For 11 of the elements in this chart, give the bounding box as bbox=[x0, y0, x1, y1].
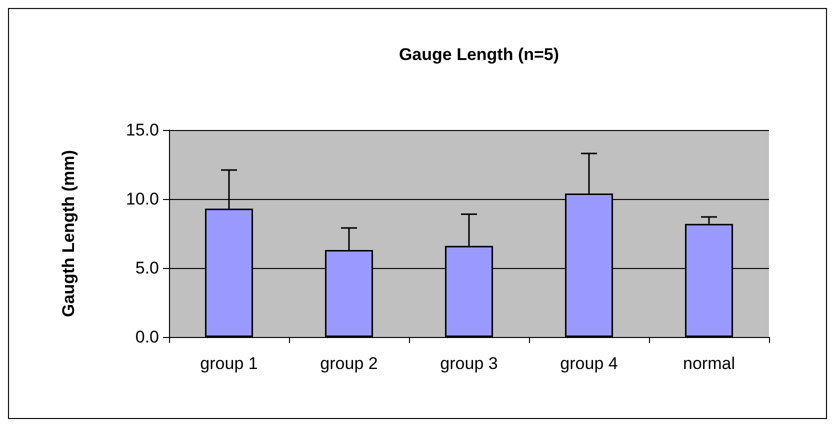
chart-title: Gauge Length (n=5) bbox=[398, 45, 560, 64]
x-tick-label: group 2 bbox=[320, 354, 378, 373]
y-axis-title: Gaugth Length (mm) bbox=[59, 150, 78, 318]
x-tick-label: normal bbox=[683, 354, 735, 373]
y-tick-label: 10.0 bbox=[126, 190, 159, 208]
y-tick-label: 15.0 bbox=[126, 120, 159, 140]
x-tick-label: group 4 bbox=[560, 354, 618, 373]
x-tick-label: group 3 bbox=[440, 354, 498, 373]
y-tick-label: 5.0 bbox=[135, 258, 159, 278]
x-tick-label: group 1 bbox=[200, 354, 258, 373]
y-tick-label: 0.0 bbox=[135, 328, 159, 346]
